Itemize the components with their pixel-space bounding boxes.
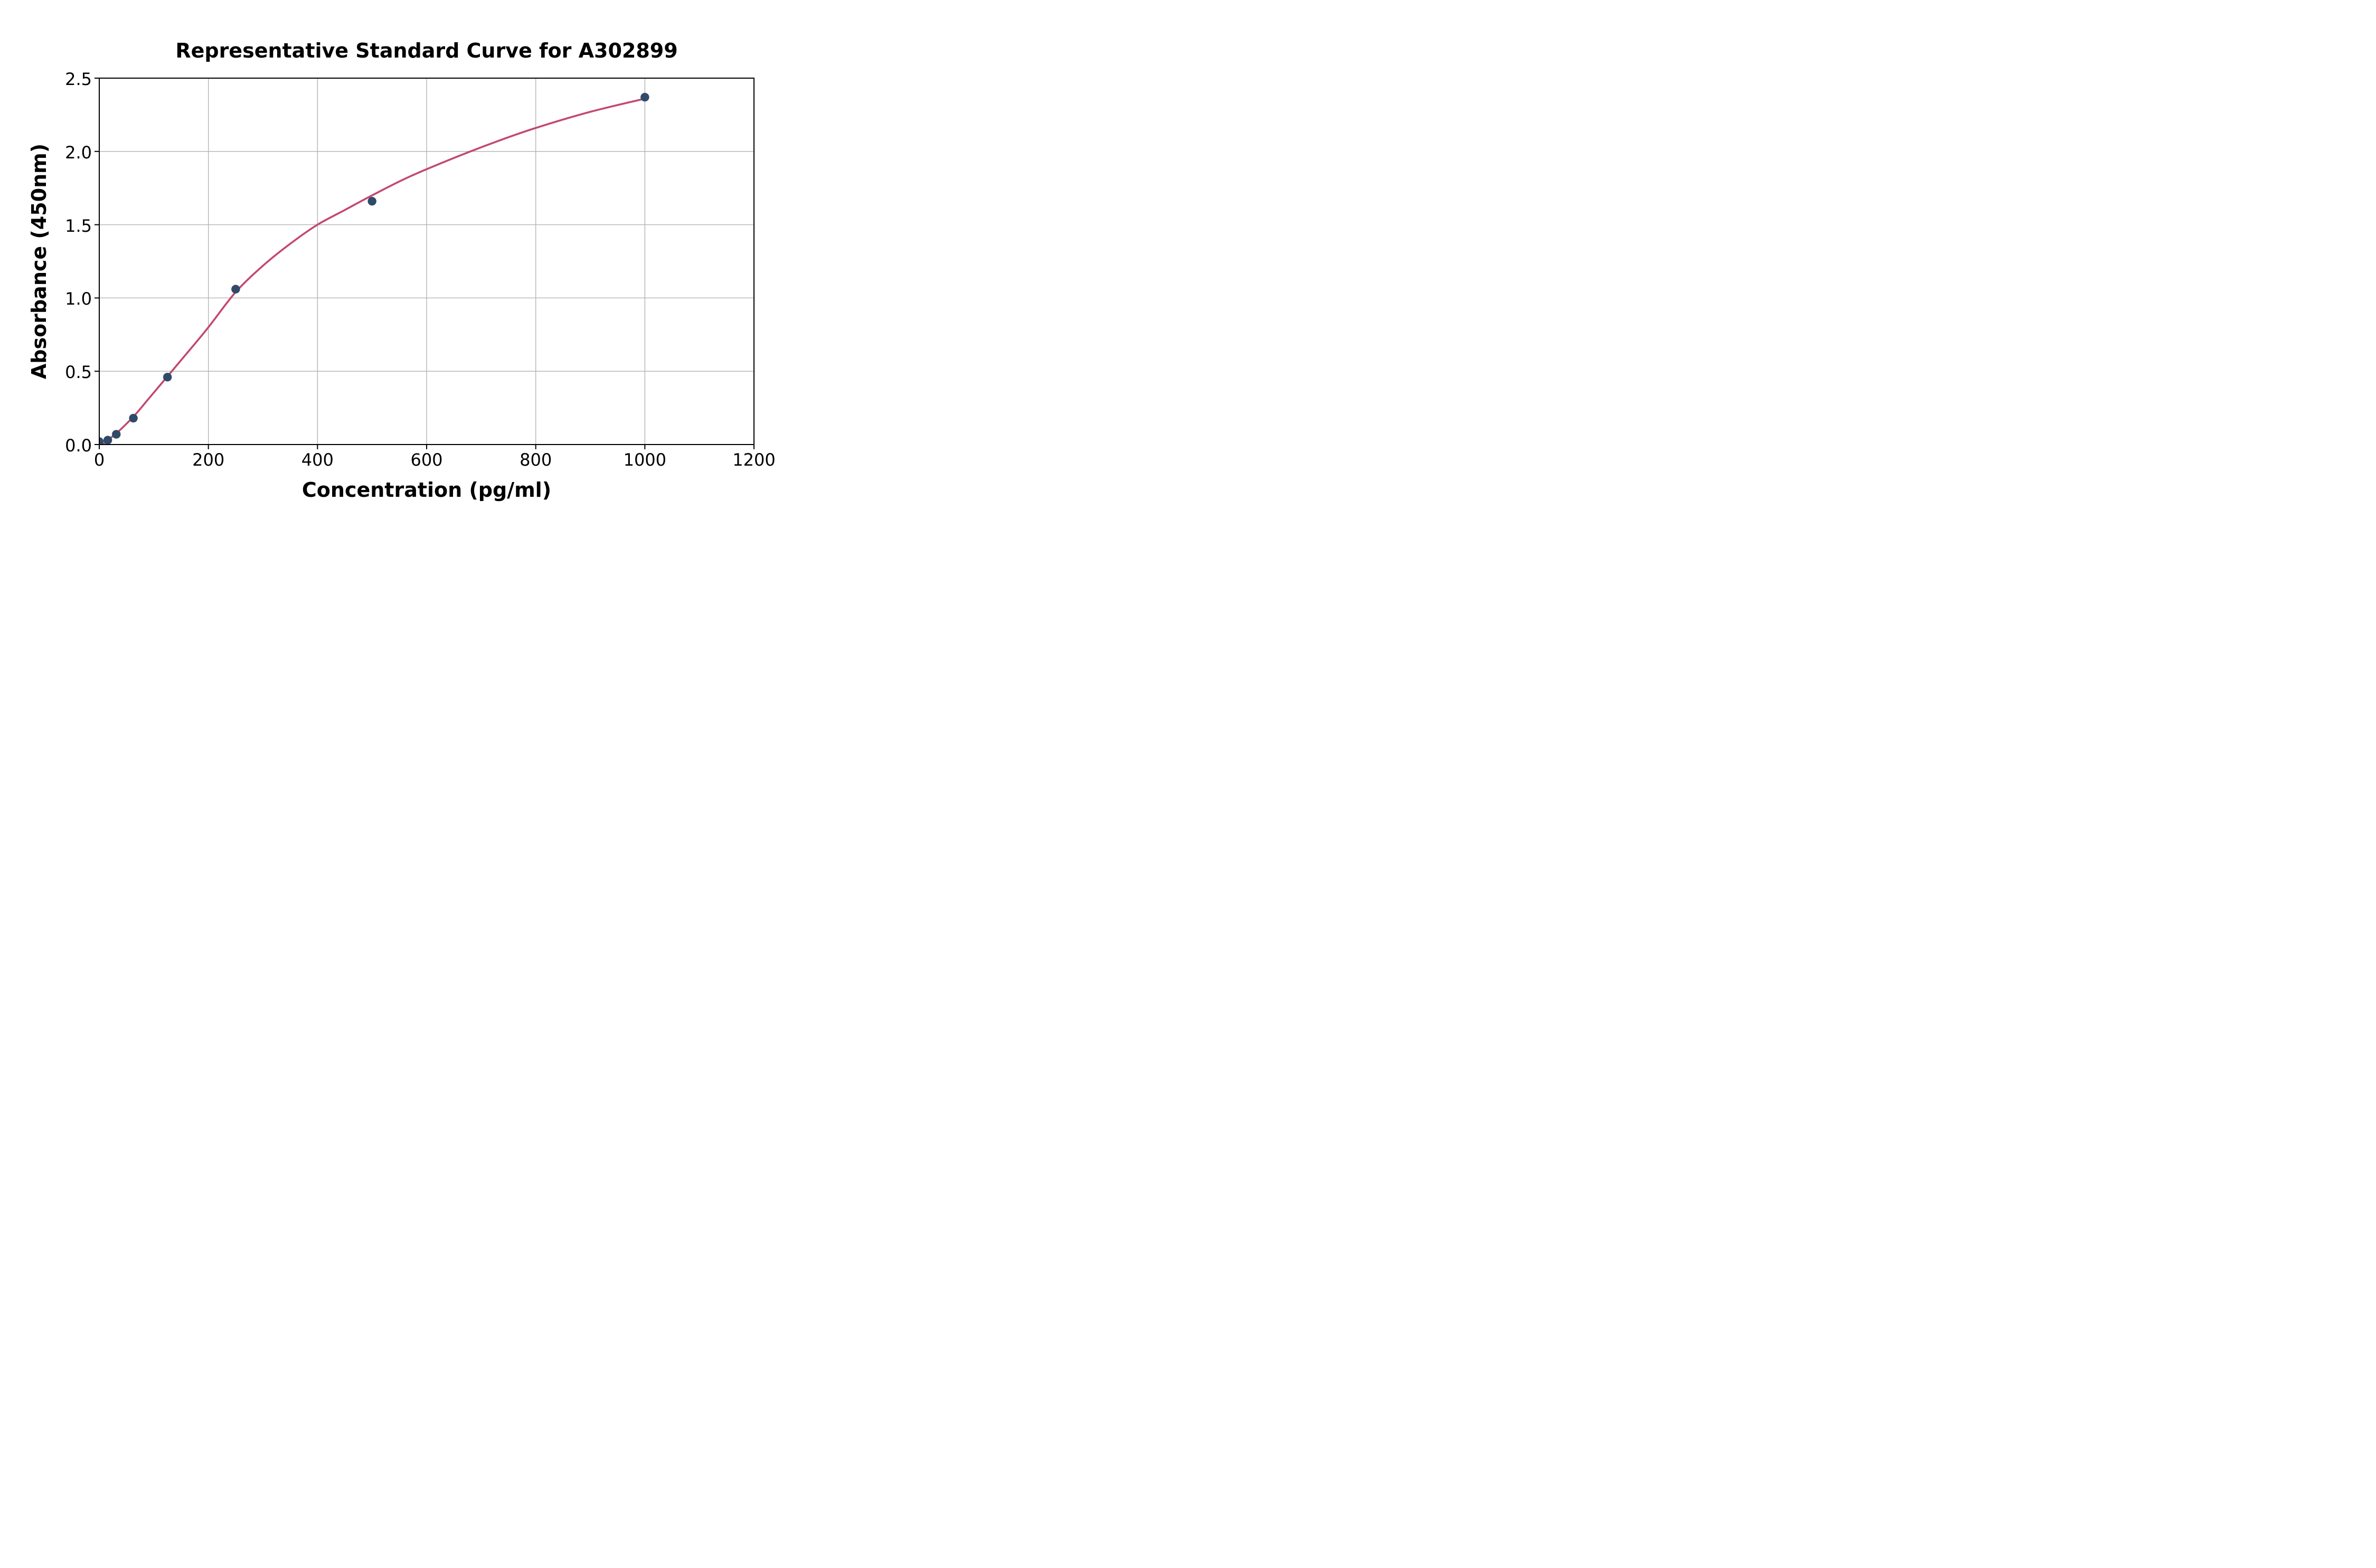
y-tick-label-2.5: 2.5	[65, 69, 92, 89]
data-point	[103, 436, 112, 445]
chart-title: Representative Standard Curve for A30289…	[175, 39, 678, 62]
data-point	[163, 373, 172, 382]
y-tick-label-2.0: 2.0	[65, 142, 92, 163]
data-point	[99, 437, 104, 445]
x-tick-label-600: 600	[410, 450, 443, 470]
data-point	[640, 92, 649, 102]
data-point	[231, 285, 240, 294]
fit-curve	[102, 98, 646, 445]
x-tick-label-200: 200	[192, 450, 225, 470]
x-tick-label-1000: 1000	[623, 450, 667, 470]
y-tick-label-1.5: 1.5	[65, 215, 92, 236]
plot-area	[95, 78, 755, 449]
y-tick-label-0.5: 0.5	[65, 362, 92, 383]
data-layer	[99, 92, 649, 445]
y-tick-label-1.0: 1.0	[65, 289, 92, 309]
x-tick-label-400: 400	[301, 450, 334, 470]
x-tick-label-1200: 1200	[732, 450, 776, 470]
x-axis-label: Concentration (pg/ml)	[301, 478, 552, 502]
data-point	[129, 413, 138, 423]
x-tick-label-0: 0	[93, 450, 105, 470]
y-tick-label-0.0: 0.0	[65, 436, 92, 456]
data-point	[367, 196, 376, 206]
x-tick-label-800: 800	[520, 450, 552, 470]
data-point	[112, 430, 121, 439]
figure: Representative Standard Curve for A30289…	[0, 0, 792, 523]
